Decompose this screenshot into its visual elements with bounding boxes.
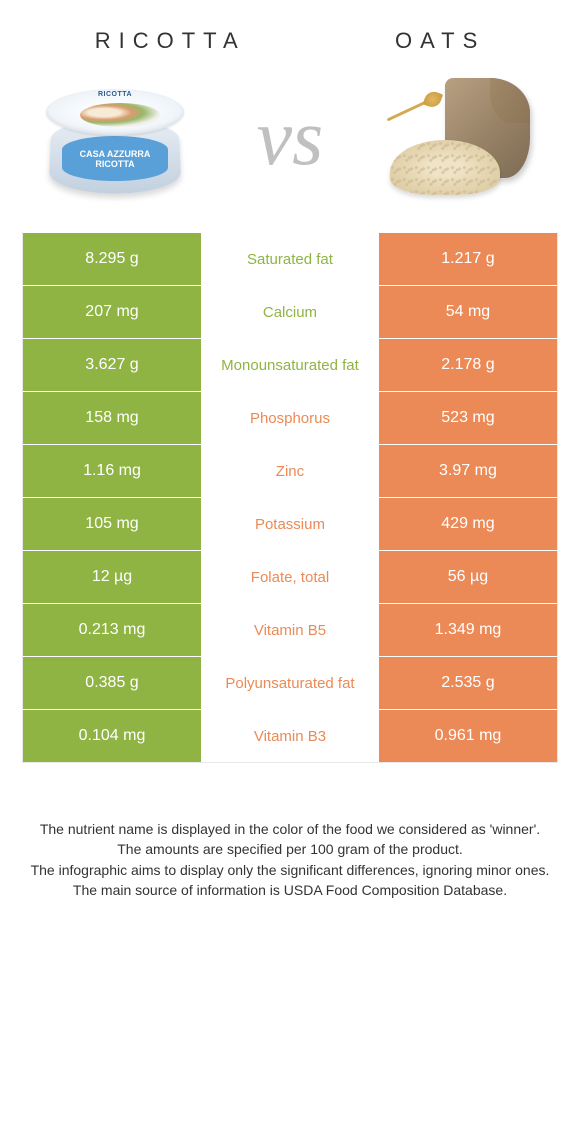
value-left: 105 mg xyxy=(23,498,201,550)
value-right: 523 mg xyxy=(379,392,557,444)
nutrient-label: Saturated fat xyxy=(201,233,379,285)
value-right: 54 mg xyxy=(379,286,557,338)
table-row: 0.213 mgVitamin B51.349 mg xyxy=(23,603,557,656)
footnote-line: The main source of information is USDA F… xyxy=(24,880,556,900)
nutrient-label: Phosphorus xyxy=(201,392,379,444)
footnote-line: The amounts are specified per 100 gram o… xyxy=(24,839,556,859)
nutrient-label: Vitamin B5 xyxy=(201,604,379,656)
footnote-line: The infographic aims to display only the… xyxy=(24,860,556,880)
value-left: 207 mg xyxy=(23,286,201,338)
oats-image xyxy=(390,68,540,208)
value-left: 158 mg xyxy=(23,392,201,444)
header-row: RICOTTA OATS xyxy=(0,0,580,68)
value-right: 0.961 mg xyxy=(379,710,557,762)
comparison-table: 8.295 gSaturated fat1.217 g207 mgCalcium… xyxy=(22,232,558,763)
table-row: 105 mgPotassium429 mg xyxy=(23,497,557,550)
table-row: 207 mgCalcium54 mg xyxy=(23,285,557,338)
title-right: OATS xyxy=(395,28,485,54)
table-row: 1.16 mgZinc3.97 mg xyxy=(23,444,557,497)
value-left: 8.295 g xyxy=(23,233,201,285)
value-left: 0.104 mg xyxy=(23,710,201,762)
footnote-line: The nutrient name is displayed in the co… xyxy=(24,819,556,839)
value-right: 2.178 g xyxy=(379,339,557,391)
vs-label: vs xyxy=(257,98,324,178)
nutrient-label: Folate, total xyxy=(201,551,379,603)
value-left: 1.16 mg xyxy=(23,445,201,497)
value-left: 0.213 mg xyxy=(23,604,201,656)
nutrient-label: Potassium xyxy=(201,498,379,550)
table-row: 3.627 gMonounsaturated fat2.178 g xyxy=(23,338,557,391)
nutrient-label: Vitamin B3 xyxy=(201,710,379,762)
table-row: 158 mgPhosphorus523 mg xyxy=(23,391,557,444)
value-right: 1.349 mg xyxy=(379,604,557,656)
ricotta-image: CASA AZZURRARICOTTA RICOTTA xyxy=(40,68,190,208)
value-left: 3.627 g xyxy=(23,339,201,391)
value-right: 2.535 g xyxy=(379,657,557,709)
value-right: 1.217 g xyxy=(379,233,557,285)
value-left: 12 µg xyxy=(23,551,201,603)
table-row: 8.295 gSaturated fat1.217 g xyxy=(23,232,557,285)
nutrient-label: Polyunsaturated fat xyxy=(201,657,379,709)
images-row: CASA AZZURRARICOTTA RICOTTA vs xyxy=(0,68,580,226)
value-right: 429 mg xyxy=(379,498,557,550)
nutrient-label: Calcium xyxy=(201,286,379,338)
title-left: RICOTTA xyxy=(95,28,246,54)
value-right: 3.97 mg xyxy=(379,445,557,497)
table-row: 0.104 mgVitamin B30.961 mg xyxy=(23,709,557,762)
nutrient-label: Zinc xyxy=(201,445,379,497)
table-row: 12 µgFolate, total56 µg xyxy=(23,550,557,603)
value-right: 56 µg xyxy=(379,551,557,603)
table-row: 0.385 gPolyunsaturated fat2.535 g xyxy=(23,656,557,709)
footnotes: The nutrient name is displayed in the co… xyxy=(0,819,580,900)
nutrient-label: Monounsaturated fat xyxy=(201,339,379,391)
value-left: 0.385 g xyxy=(23,657,201,709)
